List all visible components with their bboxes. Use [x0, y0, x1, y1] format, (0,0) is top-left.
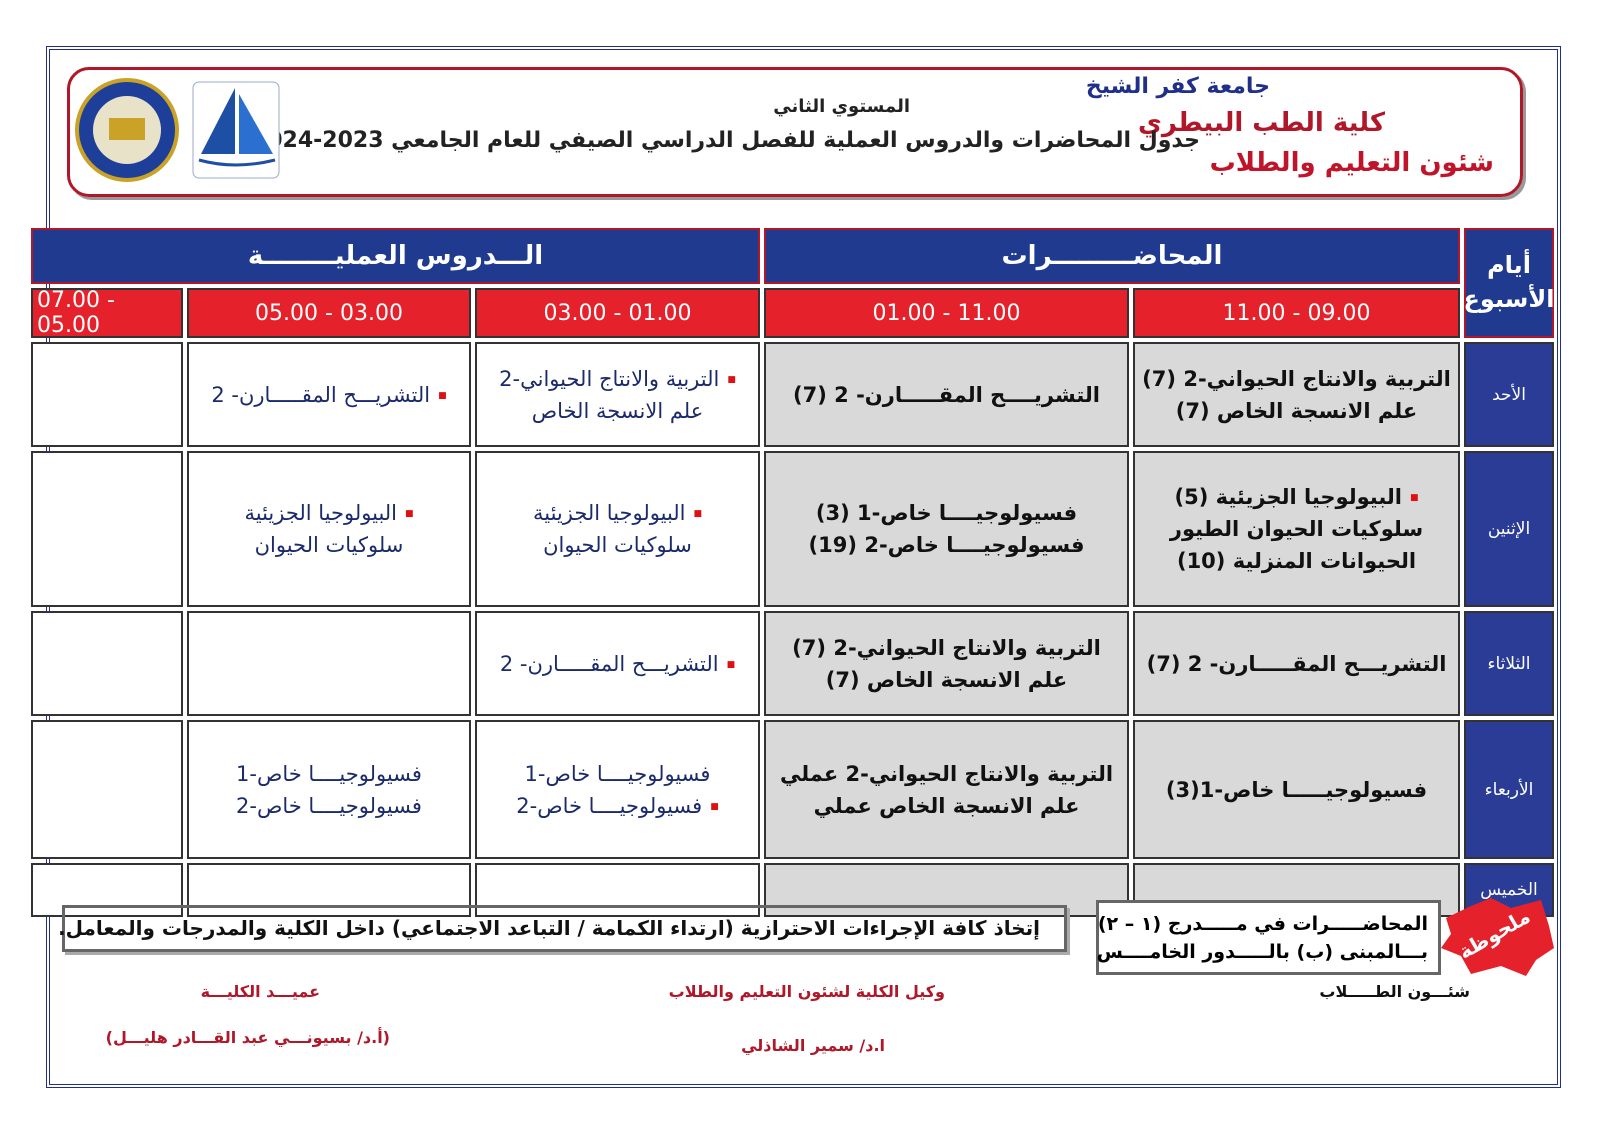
schedule-cell: [31, 720, 183, 859]
course-line: علم الانسجة الخاص (7): [1175, 398, 1418, 423]
course-line: البيولوجيا الجزيئية (5): [1174, 485, 1418, 509]
day-label: الأربعاء: [1464, 720, 1554, 859]
course-line: التشريـــح المقـــــارن- 2: [211, 383, 446, 407]
course-line: فسيولوجيـــــا خاص-1(3): [1165, 777, 1428, 802]
schedule-cell: [187, 863, 471, 917]
title: جدول المحاضرات والدروس العملية للفصل الد…: [251, 128, 1200, 153]
course-line: التشريـــح المقـــــارن- 2: [500, 652, 735, 676]
time-slot: 01.00 - 11.00: [764, 288, 1129, 338]
time-slot: 07.00 - 05.00: [31, 288, 183, 338]
schedule-cell: التشريـــح المقـــــارن- 2: [187, 342, 471, 447]
schedule-cell: التربية والانتاج الحيواني-2 (7) علم الانس…: [764, 611, 1129, 716]
logos: [75, 78, 280, 182]
note-badge-shape: [1441, 898, 1554, 976]
schedule-cell: التشريـــح المقـــــارن- 2: [475, 611, 760, 716]
schedule-cell: البيولوجيا الجزيئية سلوكيات الحيوان: [475, 451, 760, 607]
course-line: فسيولوجيــــا خاص-1: [524, 761, 711, 786]
course-line: التربية والانتاج الحيواني-2: [499, 367, 736, 391]
course-line: سلوكيات الحيوان الطيور: [1169, 517, 1424, 541]
time-slot: 05.00 - 03.00: [187, 288, 471, 338]
course-line: التربية والانتاج الحيواني-2 عملي: [779, 761, 1114, 786]
schedule-cell: [475, 863, 760, 917]
schedule-cell: فسيولوجيــــا خاص-1 (3) فسيولوجيــــا خاص…: [764, 451, 1129, 607]
department: شئون التعليم والطلاب: [1209, 148, 1494, 178]
schedule-cell: فسيولوجيـــــا خاص-1(3): [1133, 720, 1460, 859]
course-line: فسيولوجيــــا خاص-1 (3): [815, 501, 1078, 525]
schedule-cell: [764, 863, 1129, 917]
schedule-cell: [31, 342, 183, 447]
schedule-cell: فسيولوجيــــا خاص-1 فسيولوجيــــا خاص-2: [475, 720, 760, 859]
course-line: التربية والانتاج الحيواني-2 (7): [792, 635, 1101, 660]
schedule-cell: [31, 863, 183, 917]
signature-role: وكيل الكلية لشئون التعليم والطلاب: [668, 982, 945, 1001]
course-line: سلوكيات الحيوان: [543, 533, 692, 557]
schedule-cell: البيولوجيا الجزيئية سلوكيات الحيوان: [187, 451, 471, 607]
course-line: علم الانسجة الخاص عملي: [813, 793, 1080, 818]
time-slot: 11.00 - 09.00: [1133, 288, 1460, 338]
schedule-cell: [31, 451, 183, 607]
schedule-cell: التربية والانتاج الحيواني-2 علم الانسجة ا…: [475, 342, 760, 447]
course-line: سلوكيات الحيوان: [254, 533, 404, 557]
course-line: التشريـــح المقـــــارن- 2 (7): [1146, 651, 1447, 676]
day-label: الثلاثاء: [1464, 611, 1554, 716]
practicals-header: الـــدروس العمليــــــــة: [31, 228, 760, 284]
faculty: كلية الطب البيطري: [1138, 108, 1385, 138]
note-line: المحاضـــــرات في مـــــدرج (١ – ٢): [1097, 912, 1428, 935]
university: جامعة كفر الشيخ: [1085, 74, 1270, 99]
header-box: [67, 67, 1523, 197]
schedule-cell: البيولوجيا الجزيئية (5) سلوكيات الحيوان ا…: [1133, 451, 1460, 607]
schedule-cell: [31, 611, 183, 716]
schedule-cell: التربية والانتاج الحيواني-2 (7) علم الانس…: [1133, 342, 1460, 447]
course-line: فسيولوجيــــا خاص-2: [236, 793, 422, 818]
precautions: إتخاذ كافة الإجراءات الاحترازية (ارتداء …: [58, 916, 1040, 940]
schedule-cell: فسيولوجيــــا خاص-1 فسيولوجيــــا خاص-2: [187, 720, 471, 859]
course-line: فسيولوجيــــا خاص-1: [236, 761, 422, 786]
schedule-cell: التربية والانتاج الحيواني-2 عملي علم الان…: [764, 720, 1129, 859]
course-line: فسيولوجيــــا خاص-2: [516, 794, 718, 818]
course-line: علم الانسجة الخاص (7): [825, 667, 1068, 692]
level: المستوي الثاني: [773, 96, 910, 117]
course-line: الحيوانات المنزلية (10): [1176, 549, 1417, 573]
days-header: أيام الأسبوع: [1464, 228, 1554, 338]
course-line: التشريــــح المقـــــارن- 2 (7): [793, 382, 1101, 407]
course-line: البيولوجيا الجزيئية: [244, 501, 413, 525]
signature-name: (أ.د/ بسيونـــي عبد القـــادر هليـــل): [105, 1028, 390, 1047]
day-label: الإثنين: [1464, 451, 1554, 607]
course-line: فسيولوجيــــا خاص-2 (19): [808, 533, 1085, 557]
signature-role: عميـــد الكليـــة: [200, 982, 320, 1001]
schedule-table: أيام الأسبوع المحاضـــــــــرات الـــدروس …: [31, 228, 1554, 917]
day-label: الأحد: [1464, 342, 1554, 447]
note-box: المحاضـــــرات في مـــــدرج (١ – ٢) بـــ…: [1096, 900, 1441, 975]
note-line: بـــالمبنى (ب) بالـــــدور الخامــــس: [1096, 940, 1428, 963]
precautions-box: [62, 905, 1067, 952]
course-line: البيولوجيا الجزيئية: [533, 501, 702, 525]
schedule-cell: التشريـــح المقـــــارن- 2 (7): [1133, 611, 1460, 716]
lectures-header: المحاضـــــــــرات: [764, 228, 1460, 284]
signature-role: شئـــون الطـــــلاب: [1319, 982, 1470, 1001]
signature-name: ا.د/ سمير الشاذلي: [741, 1036, 885, 1055]
course-line: التربية والانتاج الحيواني-2 (7): [1142, 366, 1451, 391]
time-slot: 03.00 - 01.00: [475, 288, 760, 338]
course-line: علم الانسجة الخاص: [531, 398, 704, 423]
schedule-cell: [187, 611, 471, 716]
schedule-cell: التشريــــح المقـــــارن- 2 (7): [764, 342, 1129, 447]
